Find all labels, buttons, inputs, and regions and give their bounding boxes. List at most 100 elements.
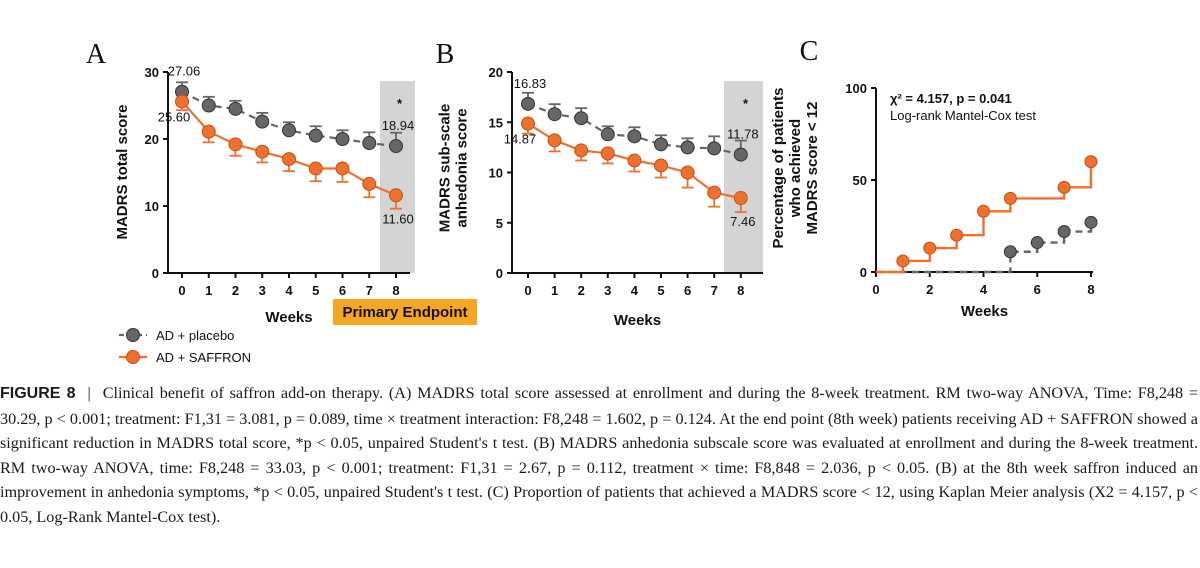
x-tick-label: 1 xyxy=(551,283,558,298)
data-point-saffron xyxy=(574,143,589,158)
y-tick-label: 5 xyxy=(496,216,503,231)
km-event-saffron xyxy=(1057,180,1071,194)
chart-panel-b: B * 0 5 10 15 20 0 1 2 3 4 5 6 7 8 Weeks MADRS sub-scalea… xyxy=(436,39,763,329)
stat-chi-square: χ² = 4.157, p = 0.041 xyxy=(890,91,1012,106)
endpoint-shade xyxy=(380,81,415,273)
data-point-placebo xyxy=(255,114,270,129)
y-tick-label: 100 xyxy=(845,81,867,96)
y-axis-title: Percentage of patientswho achievedMADRS … xyxy=(770,88,821,249)
data-point-placebo xyxy=(521,96,535,111)
x-tick-label: 7 xyxy=(366,283,373,298)
km-event-saffron xyxy=(1084,155,1098,169)
x-axis-title: Weeks xyxy=(614,312,661,329)
chart-panel-a: A * 0 10 20 30 0 1 2 3 4 5 6 7 8 Weeks MADRS total score… xyxy=(86,39,477,326)
panel-letter-c: C xyxy=(800,36,819,67)
data-point-saffron xyxy=(521,116,535,131)
legend-item-saffron: AD + SAFFRON xyxy=(119,350,251,365)
legend-marker xyxy=(126,328,140,342)
km-event-placebo xyxy=(1057,225,1071,239)
y-axis-title-line: MADRS score < 12 xyxy=(804,102,821,235)
x-tick-label: 0 xyxy=(524,283,531,298)
km-curve-placebo xyxy=(876,222,1093,274)
x-tick-label: 3 xyxy=(604,283,611,298)
data-point-saffron xyxy=(389,188,403,203)
x-tick-label: 3 xyxy=(259,283,266,298)
x-tick-label: 2 xyxy=(232,283,239,298)
km-event-saffron xyxy=(923,241,937,255)
primary-endpoint-label: Primary Endpoint xyxy=(342,304,467,321)
data-point-placebo xyxy=(228,101,243,116)
data-point-placebo xyxy=(547,107,562,122)
x-tick-label: 8 xyxy=(1087,282,1094,297)
data-point-placebo xyxy=(654,137,668,152)
x-tick-label: 8 xyxy=(737,283,744,298)
endpoint-shade xyxy=(724,81,763,273)
km-event-placebo xyxy=(1084,215,1098,229)
figure-caption: FIGURE 8 | Clinical benefit of saffron add… xyxy=(0,381,1198,530)
x-tick-label: 4 xyxy=(631,283,639,298)
significance-star: * xyxy=(397,96,403,111)
panel-letter-b: B xyxy=(436,39,455,70)
caption-separator: | xyxy=(87,384,91,402)
y-axis-title: MADRS sub-scaleanhedonia score xyxy=(437,104,471,232)
data-point-placebo xyxy=(201,98,216,113)
data-point-saffron xyxy=(201,124,216,139)
y-tick-label: 0 xyxy=(496,266,503,281)
data-point-placebo xyxy=(680,140,695,155)
legend-label: AD + SAFFRON xyxy=(156,350,251,365)
x-tick-label: 6 xyxy=(339,283,346,298)
x-tick-label: 1 xyxy=(205,283,212,298)
data-point-placebo xyxy=(627,129,642,144)
data-point-saffron xyxy=(547,133,562,148)
data-point-placebo xyxy=(282,123,296,138)
x-tick-label: 2 xyxy=(926,282,933,297)
data-point-placebo xyxy=(362,136,377,151)
data-point-saffron xyxy=(175,94,189,109)
data-point-saffron xyxy=(707,185,722,200)
x-axis-title: Weeks xyxy=(265,309,312,326)
x-tick-label: 5 xyxy=(657,283,664,298)
y-tick-label: 20 xyxy=(145,132,159,147)
x-tick-label: 4 xyxy=(285,283,293,298)
data-label: 16.83 xyxy=(514,76,547,91)
y-axis-title-line: anhedonia score xyxy=(454,108,471,227)
x-tick-label: 0 xyxy=(872,282,879,297)
data-point-saffron xyxy=(627,153,642,168)
data-point-placebo xyxy=(389,139,403,154)
data-point-saffron xyxy=(654,158,668,173)
data-point-saffron xyxy=(335,161,350,176)
data-label: 25.60 xyxy=(158,109,191,124)
x-tick-label: 5 xyxy=(312,283,319,298)
data-label: 27.06 xyxy=(168,64,201,79)
panel-letter-a: A xyxy=(86,39,107,70)
series-line-placebo xyxy=(181,90,397,148)
x-axis-title: Weeks xyxy=(961,303,1008,320)
legend-item-placebo: AD + placebo xyxy=(119,328,234,343)
legend-marker xyxy=(126,350,140,364)
y-axis-title: MADRS total score xyxy=(114,104,131,239)
data-label: 18.94 xyxy=(382,118,415,133)
x-tick-label: 7 xyxy=(711,283,718,298)
data-point-saffron xyxy=(680,165,695,180)
data-label: 14.87 xyxy=(504,132,537,147)
data-point-placebo xyxy=(574,111,589,126)
y-tick-label: 20 xyxy=(489,65,503,80)
x-tick-label: 6 xyxy=(684,283,691,298)
chart-panel-c: C 0 50 100 0 2 4 6 8 Weeks Percentage of patientsw… xyxy=(770,36,1098,320)
data-point-placebo xyxy=(335,132,350,146)
km-event-saffron xyxy=(1003,191,1017,205)
y-tick-label: 30 xyxy=(145,65,159,80)
data-point-saffron xyxy=(308,161,323,176)
y-axis-title-line: who achieved xyxy=(787,119,804,218)
data-point-saffron xyxy=(733,191,748,206)
x-tick-label: 2 xyxy=(578,283,585,298)
data-point-saffron xyxy=(255,144,270,159)
x-tick-label: 6 xyxy=(1034,282,1041,297)
legend-label: AD + placebo xyxy=(156,328,234,343)
y-tick-label: 0 xyxy=(152,266,159,281)
stat-test-name: Log-rank Mantel-Cox test xyxy=(890,108,1036,123)
primary-endpoint-box xyxy=(333,299,477,325)
y-tick-label: 10 xyxy=(489,166,503,181)
km-event-saffron xyxy=(977,204,990,218)
